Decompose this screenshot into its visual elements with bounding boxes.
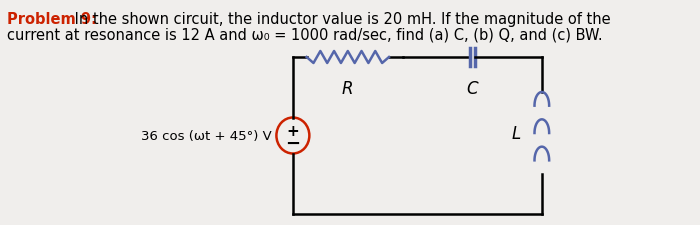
- Text: L: L: [512, 124, 521, 142]
- Text: 36 cos (ωt + 45°) V: 36 cos (ωt + 45°) V: [141, 129, 272, 142]
- Text: Problem 9:: Problem 9:: [7, 12, 97, 27]
- Text: current at resonance is 12 A and ω₀ = 1000 rad/sec, find (a) C, (b) Q, and (c) B: current at resonance is 12 A and ω₀ = 10…: [7, 28, 603, 43]
- Text: −: −: [286, 134, 300, 152]
- Text: R: R: [342, 80, 354, 98]
- Text: In the shown circuit, the inductor value is 20 mH. If the magnitude of the: In the shown circuit, the inductor value…: [69, 12, 610, 27]
- Text: C: C: [466, 80, 478, 98]
- Text: +: +: [286, 124, 300, 138]
